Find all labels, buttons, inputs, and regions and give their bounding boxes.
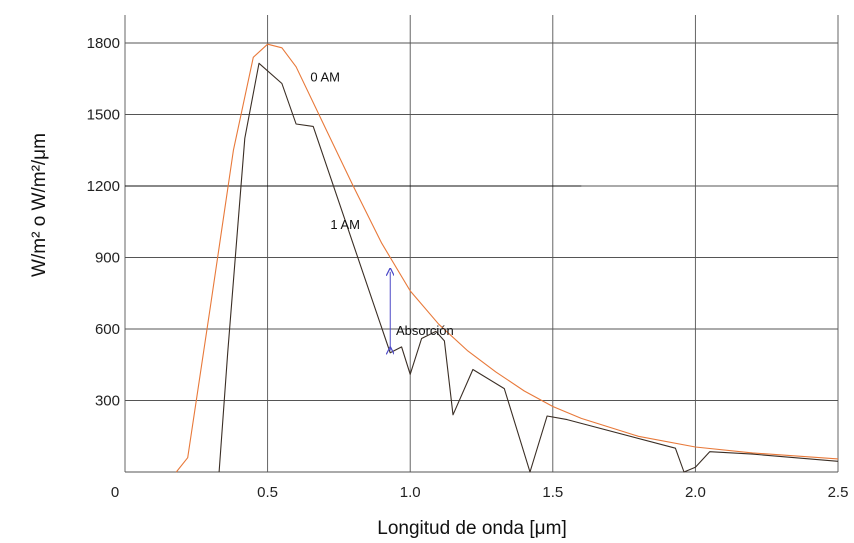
y-tick-label: 1800 xyxy=(87,35,120,52)
y-tick-label: 600 xyxy=(95,321,120,338)
x-tick-label: 0.5 xyxy=(257,484,278,501)
tick-labels: 300 600 900 1200 1500 1800 0.5 1.0 1.5 2.0 2.5 0 xyxy=(87,35,849,501)
grid xyxy=(125,15,838,472)
series-line-0am xyxy=(176,44,838,472)
series-line-1am xyxy=(219,63,838,472)
y-tick-label: 300 xyxy=(95,393,120,410)
y-axis-label: W/m² o W/m²/μm xyxy=(29,133,50,277)
x-tick-label: 1.0 xyxy=(400,484,421,501)
y-tick-label: 900 xyxy=(95,250,120,267)
annotation-1am: 1 AM xyxy=(330,217,360,232)
y-tick-label: 1200 xyxy=(87,178,120,195)
annotation-absorcion: Absorción xyxy=(396,323,454,338)
x-tick-label: 2.0 xyxy=(685,484,706,501)
origin-label: 0 xyxy=(111,484,119,501)
x-axis-label: Longitud de onda [μm] xyxy=(377,518,566,539)
x-tick-label: 1.5 xyxy=(542,484,563,501)
series-group xyxy=(176,44,838,472)
y-tick-label: 1500 xyxy=(87,107,120,124)
annotation-0am: 0 AM xyxy=(310,69,340,84)
x-tick-label: 2.5 xyxy=(828,484,849,501)
annotations: 0 AM 1 AM Absorción xyxy=(310,69,453,338)
